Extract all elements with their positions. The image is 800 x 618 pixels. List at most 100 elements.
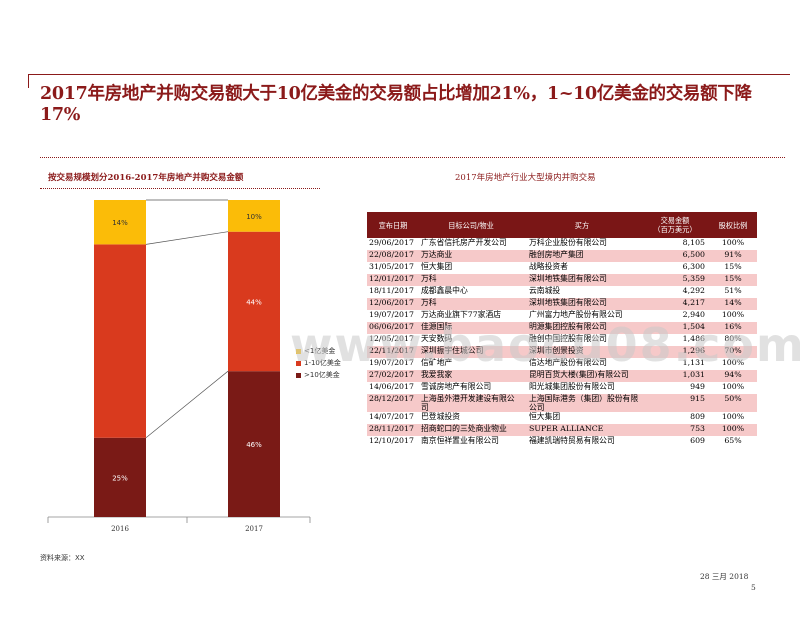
- table-cell: 70%: [709, 346, 757, 358]
- table-cell: 天安数码: [421, 334, 453, 343]
- table-cell: 12/01/2017: [367, 274, 419, 286]
- table-row: 12/01/2017 万科 深圳地铁集团有限公司 5,359 15%: [367, 274, 757, 286]
- bar-segment: [228, 371, 280, 517]
- bar-segment: [94, 200, 146, 245]
- column-header: 交易金额 （百万美元）: [641, 212, 709, 238]
- table-cell: 4,217: [641, 298, 709, 310]
- top-rule-tick: [28, 74, 29, 88]
- legend-item: >10亿美金: [296, 369, 341, 381]
- x-tick-label: 2017: [245, 525, 263, 533]
- table-cell: 雪诚房地产有限公司: [421, 382, 492, 391]
- stacked-bar-chart: 25% 14% 2016 46% 44% 10% 2017: [47, 199, 311, 533]
- table-cell: 51%: [724, 286, 742, 295]
- table-cell: 阳光城集团股份有限公司: [529, 382, 615, 391]
- table-cell: 100%: [721, 238, 745, 247]
- table-cell: 65%: [724, 436, 742, 445]
- page-number: 5: [751, 583, 756, 592]
- legend-label: >10亿美金: [304, 371, 340, 379]
- table-cell: 万达商业: [419, 250, 523, 262]
- table-cell: 28/11/2017: [367, 424, 419, 436]
- table-cell: 100%: [721, 412, 745, 421]
- table-cell: 广东省信托房产开发公司: [421, 238, 507, 247]
- table-cell: 100%: [721, 382, 745, 391]
- legend-swatch: [296, 348, 301, 354]
- table-row: 12/10/2017 南京恒祥置业有限公司 福建凯瑞特贸易有限公司 609 65%: [367, 436, 757, 448]
- data-label: 14%: [112, 219, 128, 227]
- table-cell: 成都鑫晨中心: [421, 286, 468, 295]
- table-cell: 16%: [709, 322, 757, 334]
- table-cell: 明源集团控股有限公司: [523, 322, 641, 334]
- table-cell: 12/10/2017: [369, 436, 414, 445]
- legend-label: 1-10亿美金: [304, 359, 341, 367]
- table-cell: 融创中国控股有限公司: [529, 334, 607, 343]
- table-cell: 1,031: [641, 370, 709, 382]
- table-cell: 万科企业股份有限公司: [529, 238, 607, 247]
- table-cell: 2,940: [682, 310, 705, 319]
- table-title: 2017年房地产行业大型境内并购交易: [455, 173, 596, 183]
- table-cell: 27/02/2017: [367, 370, 419, 382]
- table-row: 28/11/2017 招商蛇口的三处商业物业 SUPER ALLIANCE 753 10…: [367, 424, 757, 436]
- table-cell: 915: [641, 394, 709, 412]
- table-cell: 4,292: [682, 286, 705, 295]
- table-row: 18/11/2017 成都鑫晨中心 云南城投 4,292 51%: [367, 286, 757, 298]
- table-cell: 8,105: [682, 238, 705, 247]
- table-cell: 万科: [419, 274, 523, 286]
- legend-item: <1亿美金: [296, 345, 341, 357]
- table-cell: 19/07/2017: [369, 310, 414, 319]
- table-cell: 753: [641, 424, 709, 436]
- table-row: 12/06/2017 万科 深圳地铁集团有限公司 4,217 14%: [367, 298, 757, 310]
- table-cell: 福建凯瑞特贸易有限公司: [529, 436, 615, 445]
- table-cell: 广州富力地产股份有限公司: [529, 310, 623, 319]
- table-cell: 12/06/2017: [367, 298, 419, 310]
- table-cell: 29/06/2017: [369, 238, 414, 247]
- table-cell: 100%: [721, 310, 745, 319]
- table-body: 29/06/2017 广东省信托房产开发公司 万科企业股份有限公司 8,105 100%…: [367, 238, 757, 448]
- table-cell: 上海虽外港开发建设有限公司: [419, 394, 523, 412]
- column-header: 买方: [523, 212, 641, 238]
- table-cell: 14/07/2017: [369, 412, 414, 421]
- data-label: 44%: [246, 298, 262, 306]
- table-row: 12/05/2017 天安数码 融创中国控股有限公司 1,486 80%: [367, 334, 757, 346]
- bar-segment: [228, 200, 280, 232]
- table-cell: 融创房地产集团: [523, 250, 641, 262]
- table-cell: 信达地产股份有限公司: [529, 358, 607, 367]
- table-cell: 深圳地铁集团有限公司: [523, 274, 641, 286]
- table-cell: 15%: [724, 262, 742, 271]
- table-cell: 1,504: [641, 322, 709, 334]
- chart-legend: <1亿美金 1-10亿美金 >10亿美金: [296, 345, 341, 381]
- data-label: 46%: [246, 441, 262, 449]
- table-cell: 1,296: [641, 346, 709, 358]
- table-cell: 100%: [721, 358, 745, 367]
- table-cell: 深圳市创景投资: [523, 346, 641, 358]
- table-cell: 100%: [709, 424, 757, 436]
- table-cell: 云南城投: [529, 286, 561, 295]
- table-cell: 上海国际港务（集团）股份有限公司: [523, 394, 641, 412]
- table-cell: 万科: [419, 298, 523, 310]
- table-cell: 18/11/2017: [369, 286, 414, 295]
- table-cell: 深圳地铁集团有限公司: [523, 298, 641, 310]
- column-header: 宣布日期: [367, 212, 419, 238]
- table-cell: 我爱我家: [419, 370, 523, 382]
- bar-segment: [94, 437, 146, 517]
- table-row: 19/07/2017 信矿地产 信达地产股份有限公司 1,131 100%: [367, 358, 757, 370]
- table-cell: 招商蛇口的三处商业物业: [419, 424, 523, 436]
- table-cell: 南京恒祥置业有限公司: [421, 436, 499, 445]
- table-cell: 91%: [709, 250, 757, 262]
- table-cell: 14/06/2017: [369, 382, 414, 391]
- table-row: 14/06/2017 雪诚房地产有限公司 阳光城集团股份有限公司 949 100%: [367, 382, 757, 394]
- chart-title: 按交易规模划分2016-2017年房地产并购交易金额: [48, 173, 244, 183]
- table-cell: 06/06/2017: [367, 322, 419, 334]
- table-cell: 50%: [709, 394, 757, 412]
- legend-swatch: [296, 372, 301, 378]
- table-cell: 信矿地产: [421, 358, 453, 367]
- table-cell: 昆明百货大楼(集团)有限公司: [523, 370, 641, 382]
- column-header: 目标公司/物业: [419, 212, 523, 238]
- bar-segment: [228, 231, 280, 372]
- table-cell: 14%: [709, 298, 757, 310]
- table-cell: SUPER ALLIANCE: [523, 424, 641, 436]
- table-cell: 万达商业旗下77家酒店: [421, 310, 502, 319]
- x-tick-label: 2016: [111, 525, 129, 533]
- table-header-row: 宣布日期 目标公司/物业 买方 交易金额 （百万美元） 股权比例: [367, 212, 757, 238]
- table-cell: 巴登城投资: [421, 412, 460, 421]
- table-row: 22/08/2017 万达商业 融创房地产集团 6,500 91%: [367, 250, 757, 262]
